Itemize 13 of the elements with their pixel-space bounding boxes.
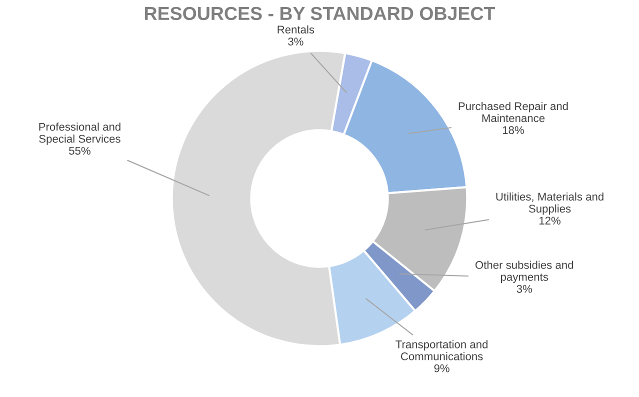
slice-label: Professional and Special Services <box>39 122 120 145</box>
data-label: 12% <box>539 216 560 225</box>
data-label: 18% <box>502 126 524 134</box>
slice-label: Transportation and Communications <box>396 340 488 360</box>
data-label: 3% <box>516 284 532 293</box>
slice-label: Other subsidies and payments <box>475 260 574 284</box>
slice-label: Utilities, Materials and Supplies <box>496 192 604 215</box>
data-label: 3% <box>288 38 304 46</box>
data-label: 9% <box>434 364 450 372</box>
data-label: 55% <box>69 146 90 155</box>
chart-title: RESOURCES - BY STANDARD OBJECT <box>145 6 496 20</box>
slice-label: Purchased Repair and Maintenance <box>458 102 568 122</box>
slice-label: Rentals <box>278 25 314 34</box>
